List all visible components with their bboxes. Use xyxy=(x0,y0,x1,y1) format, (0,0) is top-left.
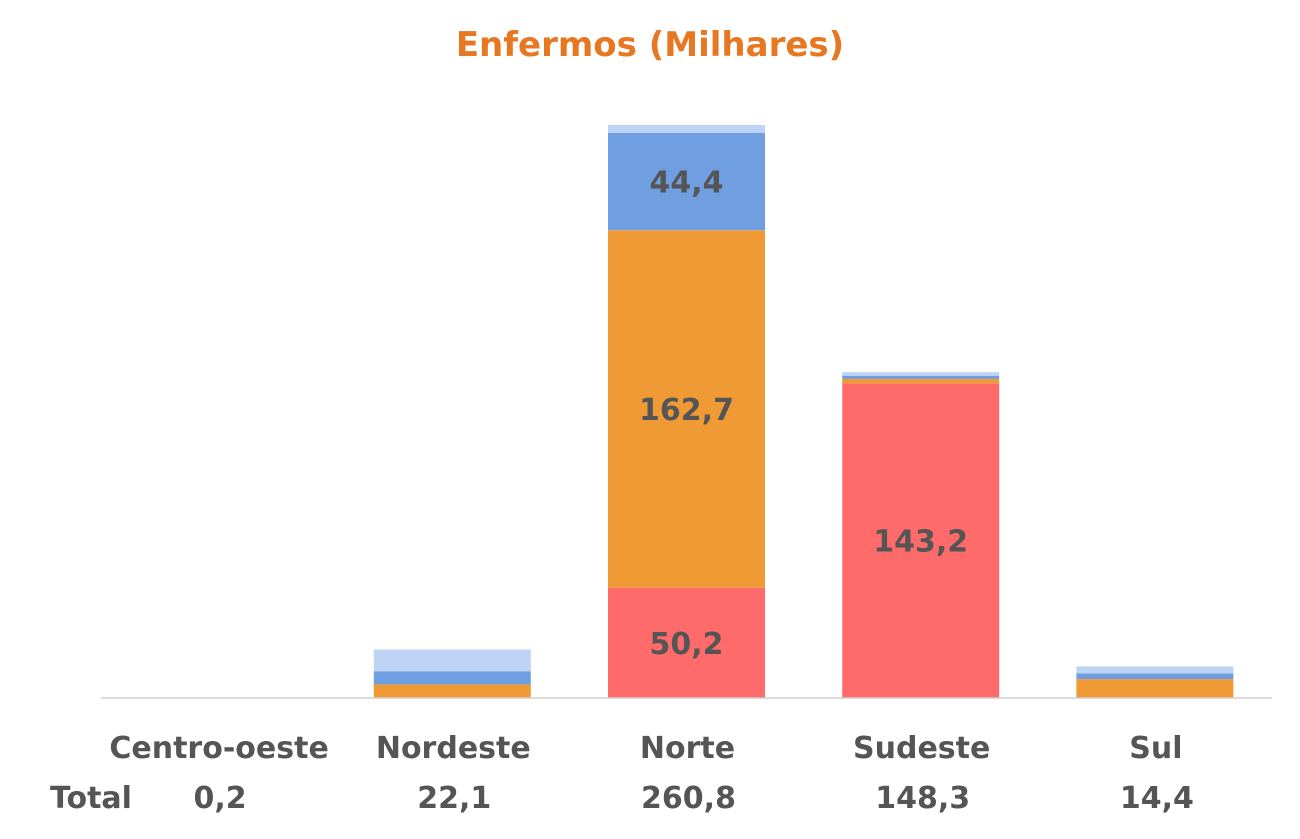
total-value: 260,8 xyxy=(641,781,736,816)
total-value: 14,4 xyxy=(1120,781,1194,816)
category-label: Norte xyxy=(640,731,735,766)
total-value: 22,1 xyxy=(417,781,491,816)
bar-segment-sudeste-s4 xyxy=(842,372,1000,376)
bar-segment-sudeste-s2 xyxy=(842,378,1000,384)
bar-segment-nordeste-s3 xyxy=(373,671,531,685)
totals-row-label: Total xyxy=(50,781,132,816)
category-label: Sul xyxy=(1129,731,1182,766)
bars-group xyxy=(139,125,1234,698)
total-value: 0,2 xyxy=(194,781,247,816)
total-value: 148,3 xyxy=(875,781,970,816)
bar-segment-norte-s1 xyxy=(608,587,765,698)
category-label: Centro-oeste xyxy=(109,731,328,766)
data-label: 162,7 xyxy=(639,393,734,428)
data-label: 143,2 xyxy=(873,525,968,560)
data-labels-group: 50,2 162,7 44,4 143,2 xyxy=(639,165,968,661)
chart-title: Enfermos (Milhares) xyxy=(456,25,844,65)
category-labels-group: Centro-oeste Nordeste Norte Sudeste Sul xyxy=(109,731,1182,766)
bar-segment-sudeste-s1 xyxy=(842,383,1000,698)
bar-segment-sudeste-s3 xyxy=(842,375,1000,379)
bar-segment-nordeste-s2 xyxy=(373,684,531,698)
bar-segment-norte-s4 xyxy=(608,125,765,133)
category-label: Nordeste xyxy=(376,731,531,766)
totals-row: 0,2 22,1 260,8 148,3 14,4 xyxy=(194,781,1194,816)
bar-segment-nordeste-s4 xyxy=(373,649,531,672)
bar-segment-sul-s2 xyxy=(1076,679,1234,698)
bar-segment-norte-s3 xyxy=(608,132,765,231)
data-label: 50,2 xyxy=(649,627,723,662)
bar-segment-norte-s2 xyxy=(608,230,765,588)
data-label: 44,4 xyxy=(649,165,723,200)
bar-segment-sul-s4 xyxy=(1076,666,1234,674)
bar-segment-sul-s3 xyxy=(1076,673,1234,680)
category-label: Sudeste xyxy=(853,731,990,766)
